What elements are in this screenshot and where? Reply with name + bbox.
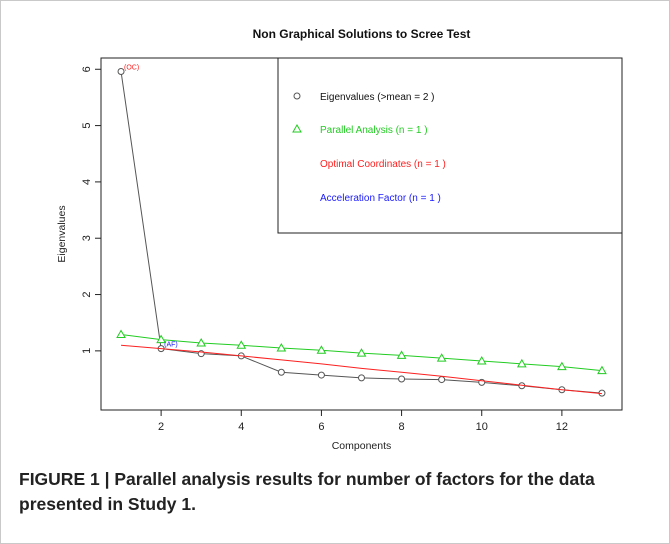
figure-caption: FIGURE 1 | Parallel analysis results for… xyxy=(19,469,595,514)
legend-entry: Parallel Analysis (n = 1 ) xyxy=(320,125,428,136)
legend-marker-circle xyxy=(293,92,301,100)
x-tick-label: 8 xyxy=(399,421,405,433)
parallel-analysis-point xyxy=(396,350,407,359)
annotation-label: (OC) xyxy=(124,65,139,72)
y-tick-label: 2 xyxy=(81,291,93,297)
parallel-analysis-point xyxy=(436,353,447,362)
eigenvalue-point xyxy=(317,371,325,379)
eigenvalue-point xyxy=(398,375,406,383)
eigenvalue-point xyxy=(438,376,446,384)
y-axis-label: Eigenvalues xyxy=(56,205,68,262)
parallel-analysis-point xyxy=(156,334,166,344)
y-tick-label: 6 xyxy=(81,66,93,72)
x-tick-label: 2 xyxy=(158,421,164,433)
parallel-analysis-point xyxy=(356,348,367,357)
legend-entry: Optimal Coordinates (n = 1 ) xyxy=(320,159,446,170)
parallel-analysis-point xyxy=(316,345,327,354)
y-tick-label: 4 xyxy=(81,179,93,185)
legend-entry: Eigenvalues (>mean = 2 ) xyxy=(320,92,435,103)
legend-entry: Acceleration Factor (n = 1 ) xyxy=(320,193,441,204)
parallel-analysis-point xyxy=(516,358,527,368)
x-tick-label: 6 xyxy=(318,421,324,433)
eigenvalue-point xyxy=(277,368,285,376)
series-line-optimal xyxy=(120,344,603,395)
scree-plot: Non Graphical Solutions to Scree Test 2 4 6… xyxy=(56,27,623,452)
y-tick-label: 5 xyxy=(81,123,93,129)
parallel-analysis-point xyxy=(597,365,607,375)
parallel-analysis-point xyxy=(236,340,247,349)
parallel-analysis-point xyxy=(476,355,487,365)
annotation-label: (AF) xyxy=(164,342,178,349)
y-tick-label: 3 xyxy=(81,235,93,241)
parallel-analysis-point xyxy=(196,337,207,347)
parallel-analysis-point xyxy=(276,343,287,352)
parallel-analysis-point xyxy=(557,361,567,371)
eigenvalue-point xyxy=(117,68,125,76)
chart-title: Non Graphical Solutions to Scree Test xyxy=(253,27,471,41)
x-tick-label: 10 xyxy=(476,421,488,433)
parallel-analysis-point xyxy=(116,329,126,339)
y-tick-label: 1 xyxy=(81,348,93,354)
x-axis-label: Components xyxy=(332,440,392,452)
x-tick-label: 4 xyxy=(238,421,244,433)
legend-marker-triangle xyxy=(292,123,302,133)
x-tick-label: 12 xyxy=(556,421,568,433)
eigenvalue-point xyxy=(358,374,365,382)
legend-box xyxy=(277,57,623,234)
